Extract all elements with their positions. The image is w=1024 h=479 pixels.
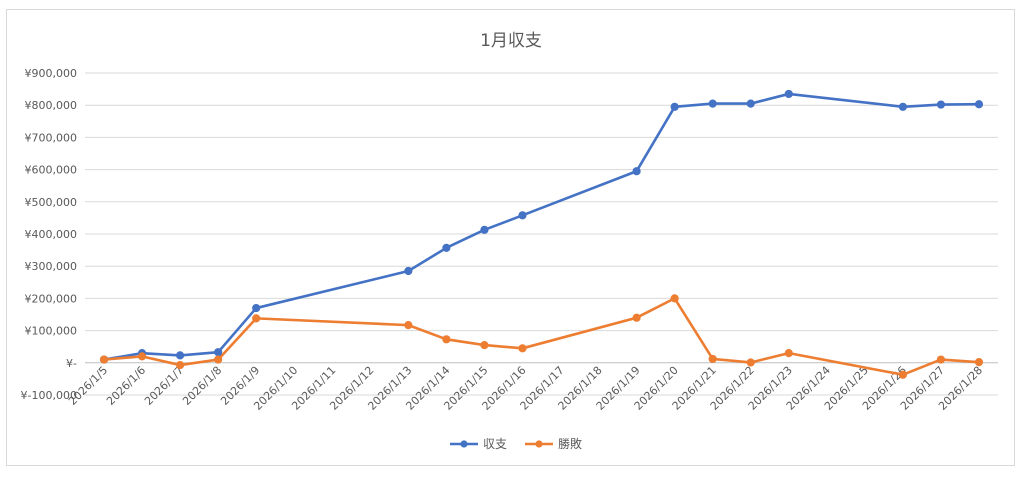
y-tick-label: ¥600,000 — [25, 164, 78, 177]
x-tick-label: 2026/1/6 — [104, 364, 148, 408]
data-point — [480, 225, 489, 234]
data-point — [442, 243, 451, 252]
data-point — [518, 211, 527, 220]
y-tick-label: ¥100,000 — [25, 325, 78, 338]
data-point — [746, 99, 755, 108]
data-point — [746, 358, 755, 367]
legend-marker-2 — [535, 440, 543, 448]
series-points — [99, 89, 984, 379]
y-tick-label: ¥800,000 — [25, 99, 78, 112]
y-tick-label: ¥500,000 — [25, 196, 78, 209]
y-tick-label: ¥-100,000 — [21, 389, 77, 402]
chart-title: 1月収支 — [480, 31, 542, 51]
y-tick-label: ¥900,000 — [25, 67, 78, 80]
data-point — [670, 294, 679, 303]
data-point — [518, 344, 527, 353]
legend: 収支 勝敗 — [450, 436, 582, 451]
data-point — [632, 167, 641, 176]
x-tick-label: 2026/1/8 — [180, 364, 224, 408]
data-point — [252, 303, 261, 313]
data-point — [176, 351, 185, 360]
gridlines — [85, 72, 998, 396]
data-point — [670, 102, 679, 111]
y-tick-label: ¥400,000 — [25, 228, 78, 241]
data-point — [404, 321, 413, 330]
data-point — [137, 352, 147, 361]
y-tick-label: ¥300,000 — [25, 260, 78, 273]
data-point — [898, 102, 907, 111]
legend-label-2: 勝敗 — [558, 436, 582, 451]
x-tick-label: 2026/1/7 — [142, 364, 186, 408]
legend-label-1: 収支 — [483, 437, 507, 451]
data-point — [936, 100, 946, 109]
data-point — [898, 370, 907, 379]
y-axis-tick-labels: ¥-100,000 ¥- ¥100,000 ¥200,000 ¥300,000 ¥400,… — [21, 67, 77, 402]
data-point — [404, 266, 413, 276]
data-point — [936, 355, 946, 364]
data-point — [99, 355, 109, 364]
series-line-1 — [102, 92, 981, 361]
chart-area — [6, 9, 1015, 466]
data-point — [974, 358, 984, 367]
data-point — [784, 89, 793, 99]
data-point — [708, 99, 717, 108]
data-point — [974, 100, 984, 109]
y-tick-label: ¥700,000 — [25, 131, 78, 144]
data-point — [176, 360, 185, 370]
data-point — [480, 340, 489, 350]
data-point — [214, 355, 223, 364]
x-tick-label: 2026/1/5 — [66, 364, 110, 408]
legend-marker-1 — [460, 440, 468, 448]
data-point — [708, 354, 717, 364]
data-point — [214, 348, 223, 357]
y-tick-label: ¥200,000 — [25, 292, 78, 305]
data-point — [784, 349, 793, 358]
data-point — [442, 335, 451, 344]
y-tick-label: ¥- — [66, 357, 77, 370]
data-point — [252, 314, 261, 323]
data-point — [632, 313, 641, 322]
x-axis-tick-labels: 2026/1/52026/1/62026/1/72026/1/82026/1/9… — [66, 364, 985, 413]
